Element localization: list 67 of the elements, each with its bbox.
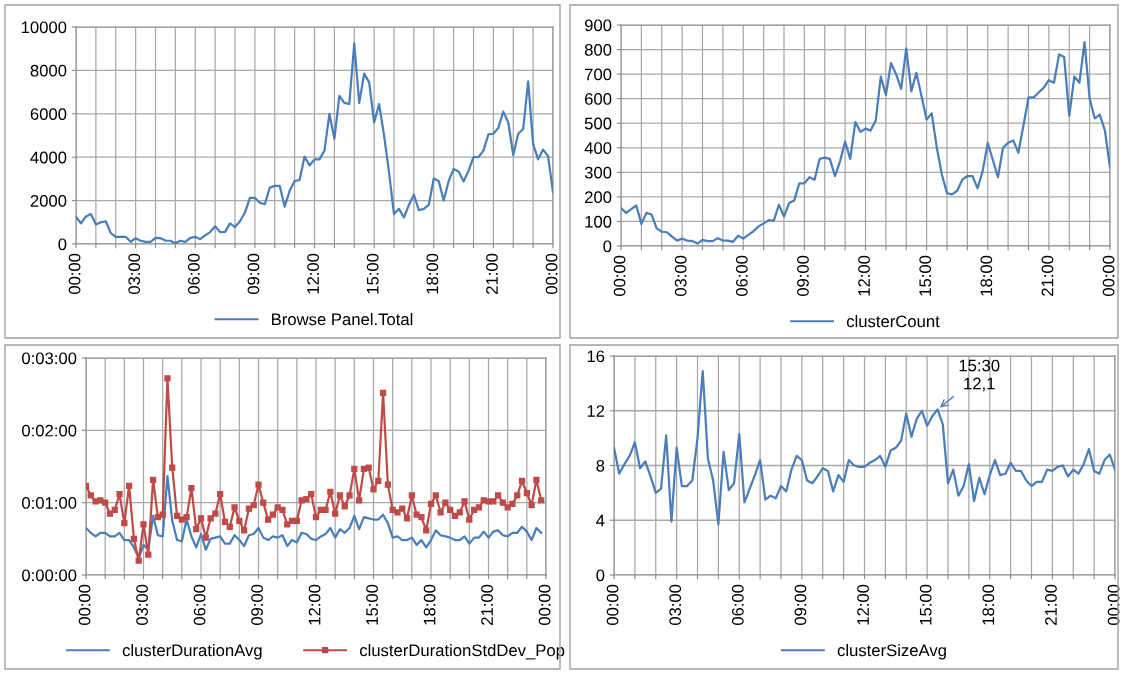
x-tick-label: 18:00 <box>980 255 993 296</box>
y-tick-label: 0:02:00 <box>22 424 77 437</box>
y-tick-label: 500 <box>584 117 612 130</box>
y-tick-label: 4000 <box>30 151 67 164</box>
x-tick-label: 03:00 <box>674 255 687 297</box>
legend-label: clusterDurationStdDev_Pop <box>359 644 565 660</box>
y-tick-label: 0 <box>603 240 612 253</box>
x-tick-label: 12:00 <box>308 584 321 625</box>
x-tick-label: 00:00 <box>78 584 91 626</box>
x-tick-label: 21:00 <box>1045 584 1057 625</box>
y-tick-label: 700 <box>585 68 612 81</box>
y-tick-label: 0 <box>596 569 605 582</box>
x-tick-label: 15:00 <box>366 253 379 294</box>
x-tick-label: 00:00 <box>68 253 81 295</box>
y-tick-label: 100 <box>585 215 612 228</box>
x-tick-label: 09:00 <box>247 253 260 295</box>
x-tick-label: 18:00 <box>982 584 995 625</box>
x-tick-label: 00:00 <box>545 253 558 295</box>
y-tick-label: 600 <box>585 93 612 105</box>
x-tick-label: 18:00 <box>426 253 439 294</box>
x-tick-label: 09:00 <box>251 584 263 626</box>
x-tick-label: 06:00 <box>187 253 200 295</box>
x-tick-label: 00:00 <box>606 584 619 626</box>
legend-label: clusterDurationAvg <box>122 644 262 660</box>
x-tick-label: 15:00 <box>366 584 378 625</box>
y-tick-label: 8 <box>596 459 605 472</box>
x-tick-label: 06:00 <box>735 255 748 297</box>
x-tick-label: 21:00 <box>1041 255 1054 296</box>
y-tick-label: 0 <box>58 238 67 251</box>
y-tick-label: 10000 <box>21 21 67 34</box>
y-tick-label: 800 <box>584 43 612 56</box>
y-tick-label: 16 <box>587 350 605 363</box>
x-tick-label: 12:00 <box>307 253 319 294</box>
y-tick-label: 0:00:00 <box>22 569 77 582</box>
y-tick-label: 0:03:00 <box>22 352 77 365</box>
x-tick-label: 15:00 <box>919 255 932 296</box>
legend-label: clusterCount <box>846 315 940 328</box>
annotation: 15:30 12,1 <box>959 359 1000 392</box>
x-tick-label: 00:00 <box>613 255 626 297</box>
y-tick-label: 900 <box>584 19 612 32</box>
y-tick-label: 6000 <box>30 108 67 120</box>
x-tick-label: 12:00 <box>858 255 870 296</box>
x-tick-label: 12:00 <box>857 584 869 625</box>
y-tick-label: 400 <box>584 142 612 154</box>
x-tick-label: 03:00 <box>669 584 682 626</box>
x-tick-label: 06:00 <box>731 584 744 626</box>
y-tick-label: 0:01:00 <box>22 497 77 509</box>
legend-label: Browse Panel.Total <box>272 313 413 326</box>
x-tick-label: 03:00 <box>136 584 148 626</box>
y-tick-label: 200 <box>585 191 612 204</box>
y-tick-label: 2000 <box>30 195 67 207</box>
x-tick-label: 15:00 <box>919 584 932 625</box>
y-tick-label: 12 <box>587 405 605 417</box>
y-tick-label: 300 <box>584 166 612 179</box>
x-tick-label: 21:00 <box>481 584 493 625</box>
x-tick-label: 00:00 <box>1102 255 1115 297</box>
legend-label: clusterSizeAvg <box>837 644 946 660</box>
x-tick-label: 06:00 <box>193 584 206 626</box>
y-tick-label: 4 <box>596 514 605 527</box>
x-tick-label: 03:00 <box>128 253 141 295</box>
x-tick-label: 09:00 <box>794 584 807 626</box>
x-tick-label: 09:00 <box>797 255 809 297</box>
x-tick-label: 21:00 <box>486 253 498 294</box>
y-tick-label: 8000 <box>30 64 67 77</box>
x-tick-label: 18:00 <box>423 584 436 625</box>
x-tick-label: 00:00 <box>538 584 551 626</box>
x-tick-label: 00:00 <box>1107 584 1120 626</box>
